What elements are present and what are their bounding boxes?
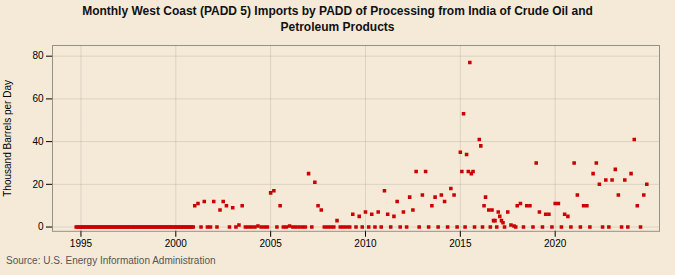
svg-text:2005: 2005: [260, 239, 283, 250]
html-text:Source: U.S. Energy Informatio: Source: U.S. Energy Information Administ…: [6, 255, 216, 266]
svg-text:2010: 2010: [354, 239, 377, 250]
svg-text:80: 80: [32, 51, 44, 62]
html-text:Monthly West Coast (PADD 5) Im: Monthly West Coast (PADD 5) Imports by P…: [82, 4, 593, 34]
svg-text:2020: 2020: [544, 239, 567, 250]
svg-text:40: 40: [32, 136, 44, 147]
svg-text:2000: 2000: [165, 239, 188, 250]
svg-text:0: 0: [38, 221, 44, 232]
svg-text:20: 20: [32, 179, 44, 190]
svg-text:Thousand Barrels per Day: Thousand Barrels per Day: [2, 80, 13, 197]
svg-text:1995: 1995: [70, 239, 93, 250]
svg-text:60: 60: [32, 93, 44, 104]
svg-text:2015: 2015: [449, 239, 472, 250]
